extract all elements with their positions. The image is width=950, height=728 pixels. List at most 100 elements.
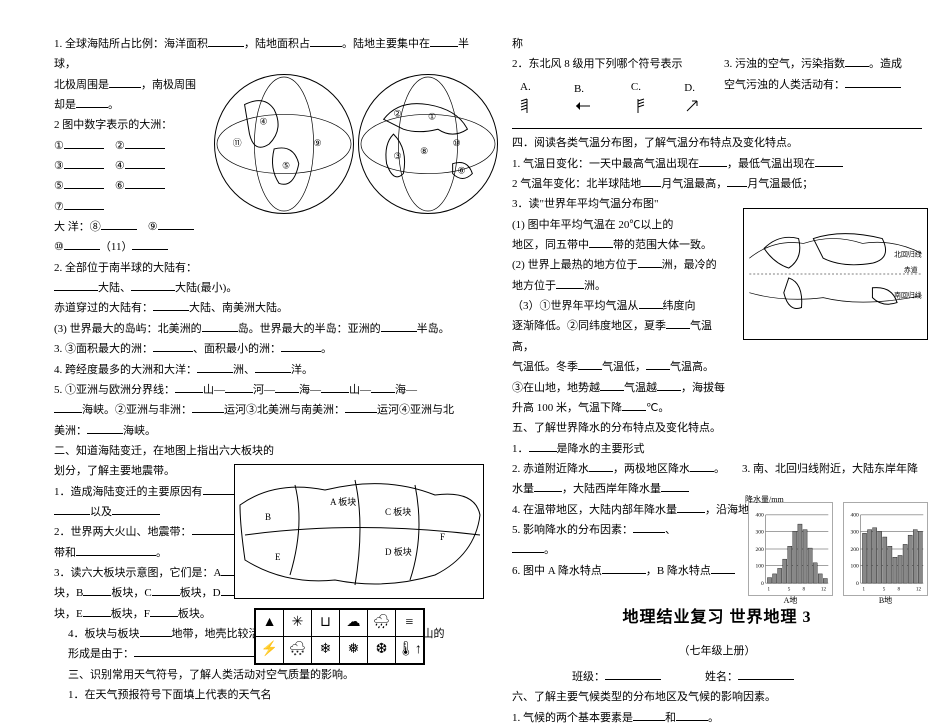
s5-q5b: 。 <box>512 540 728 560</box>
s5-q2: 2. 赤道附近降水，两极地区降水。 <box>512 459 728 479</box>
svg-text:③: ③ <box>394 151 402 161</box>
wind-icon-c <box>631 97 645 115</box>
svg-text:0: 0 <box>761 581 764 587</box>
svg-text:1: 1 <box>767 587 770 593</box>
s3-title: 三、识别常用天气符号，了解人类活动对空气质量的影响。 <box>68 665 484 685</box>
s5-q1: 1．是降水的主要形式 <box>512 439 728 459</box>
s2-q3-3: 块，E板块，F板块。 <box>54 604 274 624</box>
svg-text:⑨: ⑨ <box>314 138 322 148</box>
s6-title: 六、了解主要气候类型的分布地区及气候的影响因素。 <box>512 687 922 707</box>
q5-line3: 美洲：海峡。 <box>54 421 484 441</box>
svg-text:⑥: ⑥ <box>458 166 466 176</box>
svg-text:B: B <box>265 512 271 522</box>
s4-p3d: ③在山地，地势越气温越，海拔每 <box>512 378 732 398</box>
s4-p3a: （3）①世界年平均气温从纬度向 <box>512 296 732 316</box>
wind-icon-d <box>684 98 700 114</box>
r-q3-line2: 空气污浊的人类活动有： <box>724 75 922 95</box>
weather-cell: ❄ <box>312 637 340 664</box>
svg-text:E: E <box>275 552 281 562</box>
svg-text:5: 5 <box>883 587 886 593</box>
weather-cell: ⊔ <box>312 610 340 637</box>
globe-west: ④ ⑤ ⑨ ⑪ <box>214 74 354 214</box>
svg-text:C 板块: C 板块 <box>385 506 411 517</box>
s4-q1: 1. 气温日变化：一天中最高气温出现在，最低气温出现在 <box>512 154 922 174</box>
weather-cell: ❆ <box>368 637 396 664</box>
svg-text:400: 400 <box>755 513 764 519</box>
s4-title: 四．阅读各类气温分布图，了解气温分布特点及变化特点。 <box>512 133 922 153</box>
s4-p2a: (2) 世界上最热的地方位于洲，最冷的 <box>512 255 732 275</box>
svg-text:8: 8 <box>802 587 805 593</box>
circ-7: ⑦ <box>54 197 214 217</box>
svg-text:⑤: ⑤ <box>282 161 290 171</box>
q1-line3: 却是。 <box>54 95 214 115</box>
svg-text:②: ② <box>394 108 402 118</box>
s5-q3a: 3. 南、北回归线附近，大陆东岸年降 <box>742 459 922 479</box>
weather-cell: ❅ <box>340 637 368 664</box>
weather-cell: ☁ <box>340 610 368 637</box>
svg-text:300: 300 <box>850 529 859 535</box>
svg-text:200: 200 <box>755 547 764 553</box>
ocean-10-11: ⑩（11） <box>54 237 214 257</box>
svg-text:8: 8 <box>897 587 900 593</box>
rain-chart-a: 降水量/mm 400 300 200 100 0 <box>748 502 833 596</box>
svg-text:D 板块: D 板块 <box>385 546 412 557</box>
wind-icon-b <box>574 99 592 113</box>
rain-charts: 降水量/mm 400 300 200 100 0 <box>748 502 928 596</box>
circ-1-2: ① ② <box>54 136 214 156</box>
eq-line: 赤道穿过的大陆有：大陆、南美洲大陆。 <box>54 298 484 318</box>
ocean-8-9: 大 洋：⑧ ⑨ <box>54 217 214 237</box>
q1-line2: 北极周围是，南极周围 <box>54 75 214 95</box>
svg-text:12: 12 <box>821 587 827 593</box>
svg-text:0: 0 <box>856 581 859 587</box>
s5-title: 五、了解世界降水的分布特点及变化特点。 <box>512 418 922 438</box>
svg-text:100: 100 <box>850 563 859 569</box>
svg-text:5: 5 <box>788 587 791 593</box>
svg-text:①: ① <box>428 111 436 121</box>
weather-cell: 🌨 <box>284 637 312 664</box>
plate-map: A 板块 B C 板块 D 板块 E F <box>234 464 484 599</box>
weather-cell: 🌧 <box>368 610 396 637</box>
svg-text:④: ④ <box>259 116 267 126</box>
q2-title: 2 图中数字表示的大洲： <box>54 115 214 135</box>
q4-line: 4. 跨经度最多的大洲和大洋：洲、洋。 <box>54 360 484 380</box>
right-column: 称 2．东北风 8 级用下列哪个符号表示 A. B. C. D. 3 <box>512 34 922 671</box>
svg-text:200: 200 <box>850 547 859 553</box>
q2b-line1: 2. 全部位于南半球的大陆有： <box>54 258 214 278</box>
svg-text:⑩: ⑩ <box>453 138 461 148</box>
svg-text:400: 400 <box>850 513 859 519</box>
wind-icon-a <box>520 97 534 115</box>
world-temp-map: 北回归线 赤道 南回归线 <box>743 208 928 340</box>
svg-text:300: 300 <box>755 529 764 535</box>
svg-text:⑪: ⑪ <box>233 138 242 148</box>
svg-text:100: 100 <box>755 563 764 569</box>
q2b-line2: 大陆、大陆(最小)。 <box>54 278 484 298</box>
svg-text:1: 1 <box>862 587 865 593</box>
weather-cell: ⚡ <box>256 637 284 664</box>
weather-cell: ≡ <box>396 610 424 637</box>
weather-cell: ✳ <box>284 610 312 637</box>
weather-cell: 🌡↑ <box>396 637 424 664</box>
globe-east: ① ② ③ ⑥ ⑩ ⑧ <box>358 74 498 214</box>
s3-q1: 1．在天气预报符号下面填上代表的天气名 <box>68 685 484 705</box>
doc-subtitle: （七年级上册） <box>512 641 922 661</box>
svg-text:⑧: ⑧ <box>420 146 428 156</box>
r-q3-line1: 3. 污浊的空气，污染指数。造成 <box>724 54 922 74</box>
wind-options: A. B. C. D. <box>520 77 710 123</box>
circ-3-4: ③ ④ <box>54 156 214 176</box>
q5-line1: 5. ①亚洲与欧洲分界线：山—河—海—山—海— <box>54 380 484 400</box>
name-row: 班级： 姓名： <box>512 667 922 687</box>
s5-q5: 5. 影响降水的分布因素：、 <box>512 520 728 540</box>
q3c-line: 3. ③面积最大的洲：、面积最小的洲：。 <box>54 339 484 359</box>
q5-line2: 海峡。②亚洲与非洲：运河③北美洲与南美洲：运河④亚洲与北 <box>54 400 484 420</box>
s5-q6: 6. 图中 A 降水特点，B 降水特点 <box>512 561 738 581</box>
q3-line: (3) 世界最大的岛屿：北美洲的岛。世界最大的半岛：亚洲的半岛。 <box>54 319 484 339</box>
svg-text:赤道: 赤道 <box>904 265 918 274</box>
circ-5-6: ⑤ ⑥ <box>54 176 214 196</box>
svg-text:北回归线: 北回归线 <box>894 249 922 258</box>
r-q2-title: 2．东北风 8 级用下列哪个符号表示 <box>512 54 710 74</box>
weather-symbol-grid: ▲ ✳ ⊔ ☁ 🌧 ≡ ⚡ 🌨 ❄ ❅ ❆ 🌡↑ <box>254 608 425 665</box>
svg-text:A 板块: A 板块 <box>330 496 356 507</box>
left-column: 1. 全球海陆所占比例：海洋面积，陆地面积占。陆地主要集中在半球， 北极周围是，… <box>54 34 484 671</box>
rain-chart-b: 400 300 200 100 0 15812 B地 <box>843 502 928 596</box>
s4-p3b: 逐渐降低。②同纬度地区，夏季气温高， <box>512 316 732 357</box>
